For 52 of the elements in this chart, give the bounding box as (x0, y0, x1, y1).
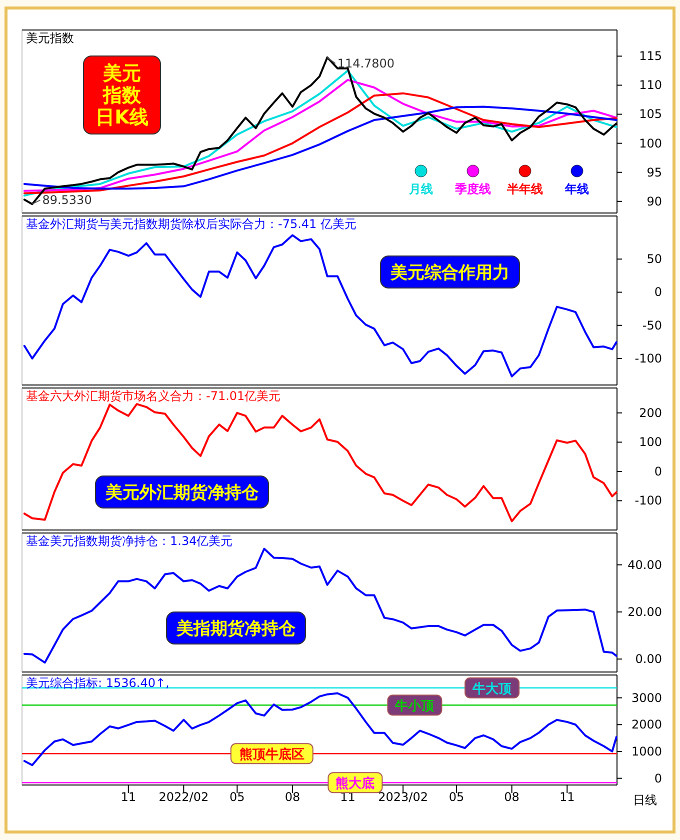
y-tick-label: 0 (654, 464, 662, 478)
x-tick-label: 08 (504, 790, 520, 804)
y-tick-label: 0.00 (635, 652, 662, 666)
y-tick-label: -50 (642, 318, 662, 332)
y-tick-label: 105 (639, 107, 662, 122)
y-tick-label: 2000 (631, 718, 662, 732)
legend-label: 年线 (564, 182, 589, 196)
y-tick-label: 90 (646, 194, 662, 208)
annotation: 美元指数日K线 (96, 62, 148, 129)
y-tick-label: -100 (634, 351, 662, 366)
y-tick-label: 50 (646, 252, 662, 266)
y-tick-label: -100 (634, 494, 662, 508)
line-series (23, 403, 618, 522)
y-tick-label: 20.00 (628, 604, 662, 619)
legend-label: 季度线 (454, 182, 491, 196)
x-tick-label: 2022/02 (158, 790, 209, 804)
chart-title: 美元指数 (26, 31, 74, 45)
ref-line-label: 牛小顶 (394, 699, 436, 714)
chart-title: 基金六大外汇期货市场名义合力：-71.01亿美元 (26, 389, 281, 403)
x-tick-label: 11 (559, 790, 575, 804)
y-tick-label: 100 (639, 435, 662, 450)
annotation: 美元外汇期货净持仓 (104, 483, 260, 503)
y-tick-label: 115 (639, 49, 662, 64)
x-tick-label: 11 (120, 790, 136, 804)
legend-label: 半年线 (506, 182, 543, 196)
annotation: 114.7800 (337, 56, 395, 70)
x-tick-label: 2023/02 (378, 790, 428, 804)
y-tick-label: 40.00 (628, 558, 662, 572)
annotation: 美指期货净持仓 (176, 619, 296, 639)
y-tick-label: 200 (639, 406, 662, 420)
ref-line-label: 熊大底 (336, 776, 375, 792)
line-series (23, 234, 618, 378)
y-tick-label: 110 (639, 78, 662, 92)
x-tick-label: 05 (448, 790, 464, 804)
y-tick-label: 3000 (631, 690, 662, 705)
y-tick-label: 0 (654, 771, 662, 786)
text: 日线 (633, 793, 657, 808)
annotation: 89.5330 (42, 193, 92, 208)
y-tick-label: 95 (646, 165, 662, 180)
ref-line-label: 牛大顶 (472, 682, 513, 697)
y-tick-label: 100 (639, 136, 662, 150)
y-tick-label: 0 (654, 285, 662, 300)
y-tick-label: 1000 (631, 744, 662, 758)
x-tick-label: 05 (230, 790, 245, 804)
x-tick-label: 08 (284, 790, 300, 804)
ref-line-label: 熊顶牛底区 (239, 746, 304, 763)
line-series (23, 548, 618, 664)
chart-title: 美元综合指标: 1536.40↑, (26, 676, 170, 690)
chart-title: 基金美元指数期货净持仓：1.34亿美元 (26, 534, 233, 548)
legend-label: 月线 (408, 182, 433, 196)
annotation: 美元综合作用力 (390, 263, 510, 283)
chart-title: 基金外汇期货与美元指数期货除权后实际合力：-75.41 亿美元 (26, 217, 356, 231)
